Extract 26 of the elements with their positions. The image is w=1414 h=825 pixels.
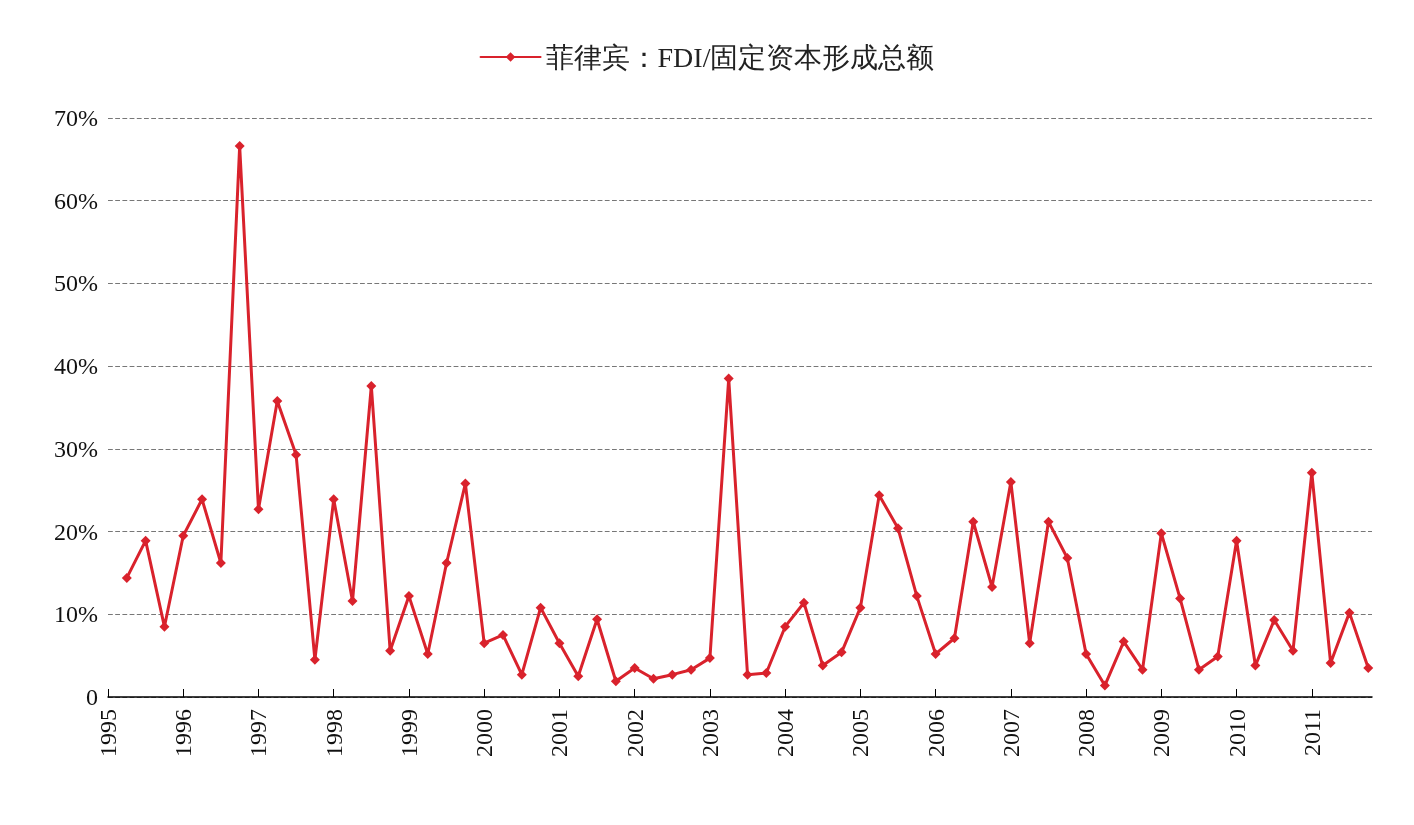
x-tick-label: 2006: [922, 709, 949, 757]
x-tick-label: 2011: [1298, 709, 1325, 757]
x-tick-label: 2004: [772, 709, 799, 757]
y-tick-label: 60%: [54, 187, 98, 214]
x-tick-label: 2010: [1223, 709, 1250, 757]
y-tick-label: 10%: [54, 601, 98, 628]
y-tick-label: 50%: [54, 270, 98, 297]
x-tick-label: 2005: [847, 709, 874, 757]
x-tick-label: 2007: [997, 709, 1024, 757]
x-tick-label: 2008: [1073, 709, 1100, 757]
x-tick-label: 1997: [245, 709, 272, 757]
y-tick-label: 30%: [54, 435, 98, 462]
x-tick-label: 2003: [696, 709, 723, 757]
y-tick-label: 0: [86, 684, 98, 710]
x-tick-label: 1998: [320, 709, 347, 757]
y-tick-label: 70%: [54, 105, 98, 131]
y-tick-label: 40%: [54, 353, 98, 380]
x-tick-label: 2002: [621, 709, 648, 757]
x-tick-label: 1996: [170, 709, 197, 757]
legend-label: 菲律宾：FDI/固定资本形成总额: [545, 41, 935, 73]
x-tick-label: 2000: [471, 709, 498, 757]
x-tick-label: 2009: [1148, 709, 1175, 757]
x-tick-label: 2001: [546, 709, 573, 757]
x-tick-label: 1999: [395, 709, 422, 757]
x-tick-label: 1995: [95, 709, 121, 757]
y-tick-label: 20%: [54, 518, 98, 545]
